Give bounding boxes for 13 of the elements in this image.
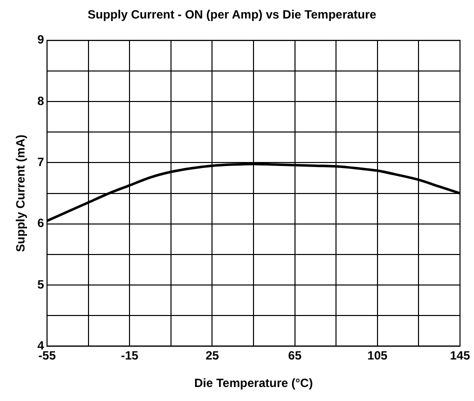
y-tick-label: 6: [37, 216, 44, 230]
x-tick-label: 105: [367, 348, 388, 363]
y-tick-label: 5: [37, 277, 44, 292]
x-tick-label: 145: [450, 348, 470, 363]
y-tick-label: 7: [37, 155, 44, 170]
x-tick-label: 25: [206, 348, 220, 363]
y-tick-label: 8: [37, 94, 44, 108]
x-tick-label: 65: [288, 348, 302, 363]
x-axis-title: Die Temperature (°C): [194, 376, 313, 390]
x-tick-label: -15: [120, 348, 139, 363]
y-tick-label: 9: [37, 32, 44, 47]
y-axis-title: Supply Current (mA): [14, 134, 28, 252]
chart-title: Supply Current - ON (per Amp) vs Die Temperature: [88, 8, 377, 22]
